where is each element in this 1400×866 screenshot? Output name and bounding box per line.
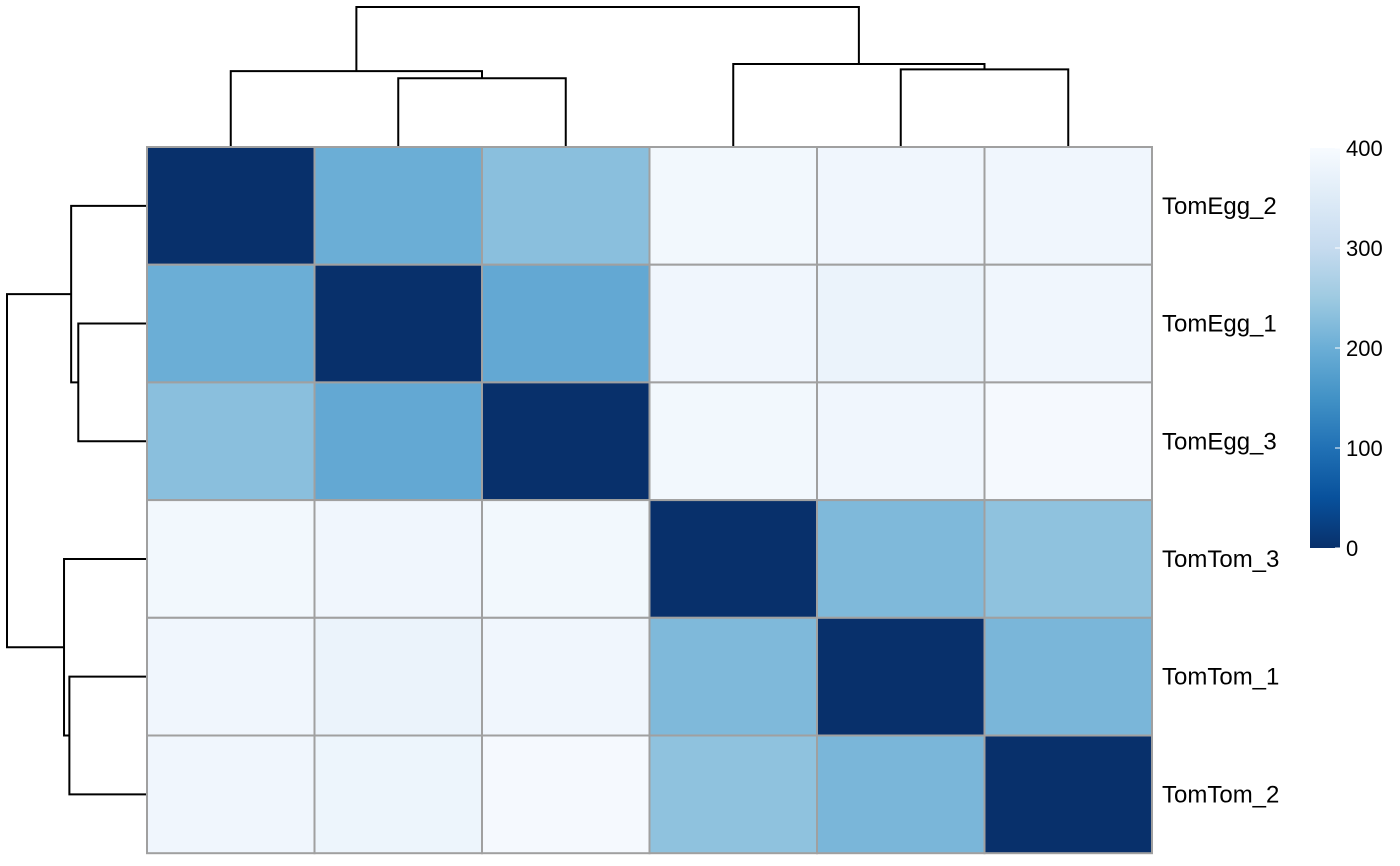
heatmap-cell-TomEgg_3-TomTom_1 (816, 381, 986, 502)
heatmap-cell-TomTom_3-TomEgg_3 (481, 499, 651, 619)
heatmap-cell-TomEgg_3-TomTom_3 (648, 381, 818, 502)
heatmap-cell-TomTom_3-TomEgg_1 (313, 499, 483, 619)
heatmap-cell-TomTom_3-TomEgg_2 (146, 499, 316, 619)
heatmap-cell-TomTom_2-TomTom_3 (648, 734, 818, 855)
heatmap-cell-TomTom_1-TomTom_1 (816, 616, 986, 737)
heatmap-cells (146, 146, 1153, 855)
col-dendro-merge-tom (732, 63, 986, 146)
color-legend: 400 300 200 100 0 (1310, 136, 1383, 561)
row-dendro-merge-tom1-tom2 (68, 675, 146, 796)
heatmap-cell-TomEgg_1-TomTom_3 (648, 263, 818, 384)
heatmap-cell-TomEgg_1-TomTom_1 (816, 263, 986, 384)
row-label-TomTom_1: TomTom_1 (1162, 664, 1279, 691)
row-dendro-merge-egg (70, 204, 146, 384)
heatmap-cell-TomTom_1-TomEgg_2 (146, 616, 316, 737)
heatmap-cell-TomTom_3-TomTom_1 (816, 499, 986, 619)
row-dendro-root (6, 293, 72, 649)
legend-ticks: 400 300 200 100 0 (1335, 136, 1383, 561)
heatmap-cell-TomEgg_2-TomTom_2 (983, 146, 1153, 266)
heatmap-cell-TomTom_3-TomTom_2 (983, 499, 1153, 619)
heatmap-cell-TomEgg_2-TomEgg_3 (481, 146, 651, 266)
heatmap-cell-TomEgg_3-TomEgg_2 (146, 381, 316, 502)
row-label-TomEgg_1: TomEgg_1 (1162, 311, 1277, 338)
heatmap-cell-TomTom_3-TomTom_3 (648, 499, 818, 619)
col-dendro-merge-egg1-egg3 (397, 77, 567, 146)
heatmap-cell-TomTom_2-TomEgg_1 (313, 734, 483, 855)
legend-tick-label-300: 300 (1346, 236, 1383, 261)
col-dendro-merge-egg (229, 70, 483, 146)
heatmap-cell-TomTom_2-TomTom_2 (983, 734, 1153, 855)
heatmap-cell-TomTom_1-TomEgg_1 (313, 616, 483, 737)
heatmap-cell-TomTom_1-TomTom_2 (983, 616, 1153, 737)
heatmap-cell-TomTom_2-TomEgg_3 (481, 734, 651, 855)
heatmap-cell-TomEgg_3-TomEgg_1 (313, 381, 483, 502)
row-label-TomEgg_2: TomEgg_2 (1162, 193, 1277, 220)
column-dendrogram (229, 6, 1070, 146)
heatmap-cell-TomEgg_1-TomEgg_2 (146, 263, 316, 384)
heatmap-cell-TomTom_1-TomEgg_3 (481, 616, 651, 737)
row-labels: TomEgg_2 TomEgg_1 TomEgg_3 TomTom_3 TomTom_1… (1162, 193, 1279, 808)
heatmap-cell-TomEgg_2-TomTom_1 (816, 146, 986, 266)
heatmap-cell-TomTom_2-TomEgg_2 (146, 734, 316, 855)
row-label-TomTom_3: TomTom_3 (1162, 546, 1279, 573)
heatmap-cell-TomEgg_3-TomEgg_3 (481, 381, 651, 502)
legend-tick-label-0: 0 (1346, 536, 1358, 561)
heatmap-cell-TomEgg_2-TomEgg_2 (146, 146, 316, 266)
heatmap-cell-TomEgg_1-TomEgg_3 (481, 263, 651, 384)
row-dendro-merge-tom (63, 557, 146, 737)
heatmap-cell-TomEgg_2-TomEgg_1 (313, 146, 483, 266)
row-dendrogram (6, 204, 146, 796)
row-label-TomEgg_3: TomEgg_3 (1162, 428, 1277, 455)
col-dendro-root (355, 6, 860, 72)
row-dendro-merge-egg1-egg3 (77, 322, 146, 443)
col-dendro-merge-tom1-tom2 (899, 68, 1070, 146)
legend-tick-label-200: 200 (1346, 336, 1383, 361)
row-label-TomTom_2: TomTom_2 (1162, 781, 1279, 808)
heatmap-cell-TomEgg_2-TomTom_3 (648, 146, 818, 266)
heatmap-cell-TomTom_1-TomTom_3 (648, 616, 818, 737)
legend-tick-label-400: 400 (1346, 136, 1383, 161)
heatmap-cell-TomEgg_3-TomTom_2 (983, 381, 1153, 502)
heatmap-cell-TomEgg_1-TomTom_2 (983, 263, 1153, 384)
heatmap-cell-TomTom_2-TomTom_1 (816, 734, 986, 855)
legend-tick-label-100: 100 (1346, 436, 1383, 461)
heatmap-cell-TomEgg_1-TomEgg_1 (313, 263, 483, 384)
